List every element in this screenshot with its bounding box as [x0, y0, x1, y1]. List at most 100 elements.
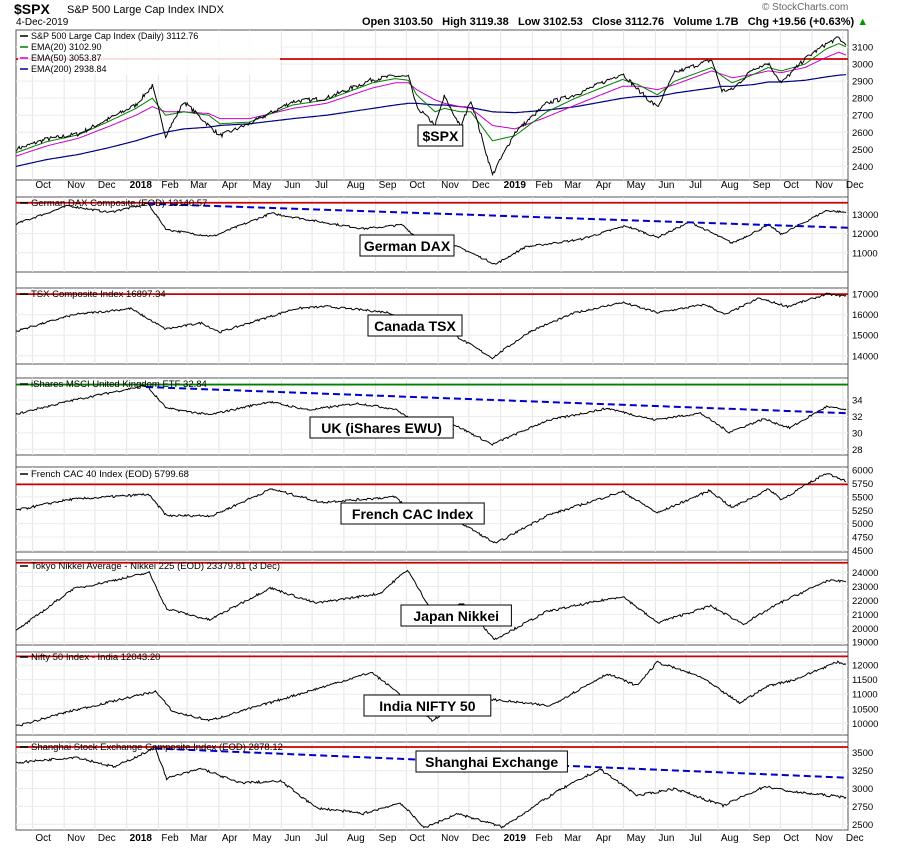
x-tick-label: Feb	[535, 180, 553, 191]
panel-label-spx: $SPX	[417, 124, 464, 147]
panel-label-text: Japan Nikkei	[413, 608, 499, 624]
y-tick-label: 2800	[852, 94, 873, 105]
x-tick-label: Aug	[721, 180, 739, 191]
open-label: Open	[362, 16, 391, 28]
y-tick-label: 21000	[852, 610, 878, 621]
up-arrow-icon: ▲	[857, 16, 869, 28]
x-tick-label: Dec	[472, 833, 490, 844]
y-tick-label: 12000	[852, 229, 878, 240]
y-tick-label: 4750	[852, 533, 873, 544]
panel-nikkei: 19000 20000 21000 22000 23000 24000 Tokyo Nikk…	[15, 559, 878, 649]
x-tick-label: Aug	[721, 833, 739, 844]
price-line	[16, 660, 847, 727]
panel-label-text: $SPX	[422, 128, 458, 144]
low-value: 3102.53	[543, 16, 583, 28]
x-tick-label: 2019	[504, 180, 527, 191]
y-tick-label: 22000	[852, 596, 878, 607]
y-tick-label: 13000	[852, 210, 878, 221]
panel-label-box	[415, 750, 568, 773]
y-tick-label: 28	[852, 445, 863, 456]
y-tick-label: 10500	[852, 704, 878, 715]
panel-label-shanghai: Shanghai Exchange	[415, 750, 568, 773]
y-tick-label: 34	[852, 396, 863, 407]
x-tick-label: Nov	[441, 180, 459, 191]
panel-shanghai: 2500 2750 3000 3250 3500 Shanghai Stock Excha…	[15, 741, 873, 831]
panel-ewu: 28 30 32 34 iShares MSCI United Kingdom ETF …	[15, 377, 863, 456]
x-tick-label: Apr	[596, 180, 612, 191]
y-tick-label: 19000	[852, 638, 878, 649]
x-tick-label: Dec	[98, 833, 116, 844]
x-tick-label: May	[627, 833, 646, 844]
y-tick-label: 15000	[852, 331, 878, 342]
y-tick-label: 5500	[852, 492, 873, 503]
chart-header: $SPX S&P 500 Large Cap Index INDX 4-Dec-…	[0, 0, 900, 30]
x-tick-label: Nov	[441, 833, 459, 844]
panel-label-text: UK (iShares EWU)	[321, 420, 442, 436]
y-tick-label: 2500	[852, 145, 873, 156]
x-tick-label: Oct	[409, 833, 425, 844]
panel-dax: 11000 12000 13000 German DAX Composite (EOD…	[15, 196, 878, 273]
x-tick-label: Aug	[347, 833, 365, 844]
chart-date: 4-Dec-2019	[16, 17, 69, 28]
panel-label-box	[359, 234, 455, 257]
panel-label-nikkei: Japan Nikkei	[400, 604, 512, 627]
legend-box	[18, 31, 280, 75]
trend-line	[146, 386, 849, 415]
x-tick-label: Oct	[409, 180, 425, 191]
y-tick-label: 5000	[852, 519, 873, 530]
x-tick-label: Mar	[564, 180, 582, 191]
y-tick-label: 3000	[852, 60, 873, 71]
x-tick-label: Jun	[284, 180, 300, 191]
x-tick-label: Nov	[67, 833, 85, 844]
x-tick-label: Nov	[815, 833, 833, 844]
panel-label-box	[340, 502, 485, 525]
ema50-line	[15, 51, 847, 157]
panel-label-text: Shanghai Exchange	[425, 754, 558, 770]
legend-entry: Shanghai Stock Exchange Composite Index …	[31, 742, 283, 753]
open-value: 3103.50	[393, 16, 433, 28]
panel-label-ewu: UK (iShares EWU)	[309, 416, 454, 439]
x-tick-label: 2019	[504, 833, 527, 844]
panel-label-box	[363, 694, 492, 717]
x-tick-label: Jul	[689, 833, 702, 844]
y-tick-label: 2500	[852, 820, 873, 831]
x-tick-label: Sep	[753, 833, 771, 844]
x-tick-label: Oct	[783, 180, 799, 191]
legend-entry: iShares MSCI United Kingdom ETF 32.84	[31, 379, 207, 390]
panel-label-text: India NIFTY 50	[379, 698, 475, 714]
y-tick-label: 23000	[852, 582, 878, 593]
x-tick-label: Jul	[689, 180, 702, 191]
panel-spx: 2400 2500 2600 2700 2800 2900 3000 3100 S&P 500 …	[15, 29, 873, 181]
legend-entry: French CAC 40 Index (EOD) 5799.68	[31, 469, 189, 480]
x-tick-label: Feb	[161, 180, 179, 191]
legend-entry: EMA(200) 2938.84	[31, 64, 107, 74]
change-label: Chg	[747, 16, 770, 28]
y-tick-label: 14000	[852, 351, 878, 362]
x-tick-label: Jun	[658, 180, 674, 191]
panel-frame	[15, 651, 849, 736]
x-tick-label: Oct	[35, 180, 51, 191]
x-tick-label: Oct	[783, 833, 799, 844]
x-tick-label: 2018	[130, 180, 153, 191]
y-tick-label: 20000	[852, 624, 878, 635]
x-tick-label: Feb	[161, 833, 179, 844]
ema20-line	[15, 43, 847, 154]
x-tick-label: Feb	[535, 833, 553, 844]
x-tick-label: Dec	[846, 180, 864, 191]
y-tick-label: 32	[852, 412, 863, 423]
volume-label: Volume	[673, 16, 713, 28]
x-tick-label: Sep	[753, 180, 771, 191]
panel-label-dax: German DAX	[359, 234, 455, 257]
panel-label-box	[400, 604, 512, 627]
y-tick-label: 11000	[852, 690, 878, 701]
panel-label-tsx: Canada TSX	[367, 314, 463, 337]
legend-entry: EMA(50) 3053.87	[31, 53, 102, 63]
y-tick-label: 24000	[852, 568, 878, 579]
legend-entry: EMA(20) 3102.90	[31, 42, 102, 52]
legend-entry: German DAX Composite (EOD) 13140.57	[31, 198, 207, 209]
y-tick-label: 6000	[852, 466, 873, 477]
y-tick-label: 30	[852, 428, 863, 439]
price-stats: Open 3103.50 High 3119.38 Low 3102.53 Cl…	[362, 16, 868, 28]
y-tick-label: 4500	[852, 546, 873, 557]
